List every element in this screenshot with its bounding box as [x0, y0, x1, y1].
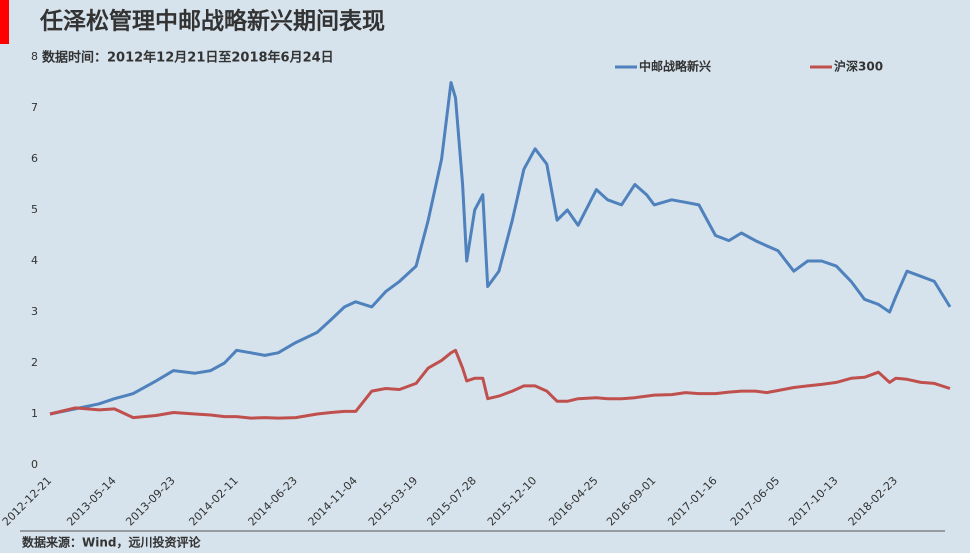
accent-bar [0, 0, 9, 44]
source-note: 数据来源：Wind，远川投资评论 [22, 535, 201, 550]
y-tick-label: 7 [31, 101, 38, 114]
legend-label: 中邮战略新兴 [639, 59, 711, 74]
chart-title: 任泽松管理中邮战略新兴期间表现 [39, 8, 385, 35]
y-tick-label: 4 [31, 254, 38, 267]
y-tick-label: 2 [31, 356, 38, 369]
series-line [49, 81, 952, 416]
series-line [49, 348, 951, 420]
y-tick-label: 0 [31, 458, 38, 471]
y-tick-label: 1 [31, 407, 38, 420]
y-tick-label: 3 [31, 305, 38, 318]
y-tick-label: 6 [31, 152, 38, 165]
chart-subtitle: 数据时间：2012年12月21日至2018年6月24日 [42, 50, 334, 66]
legend-label: 沪深300 [834, 59, 883, 74]
y-tick-label: 8 [31, 50, 38, 63]
y-tick-label: 5 [31, 203, 38, 216]
